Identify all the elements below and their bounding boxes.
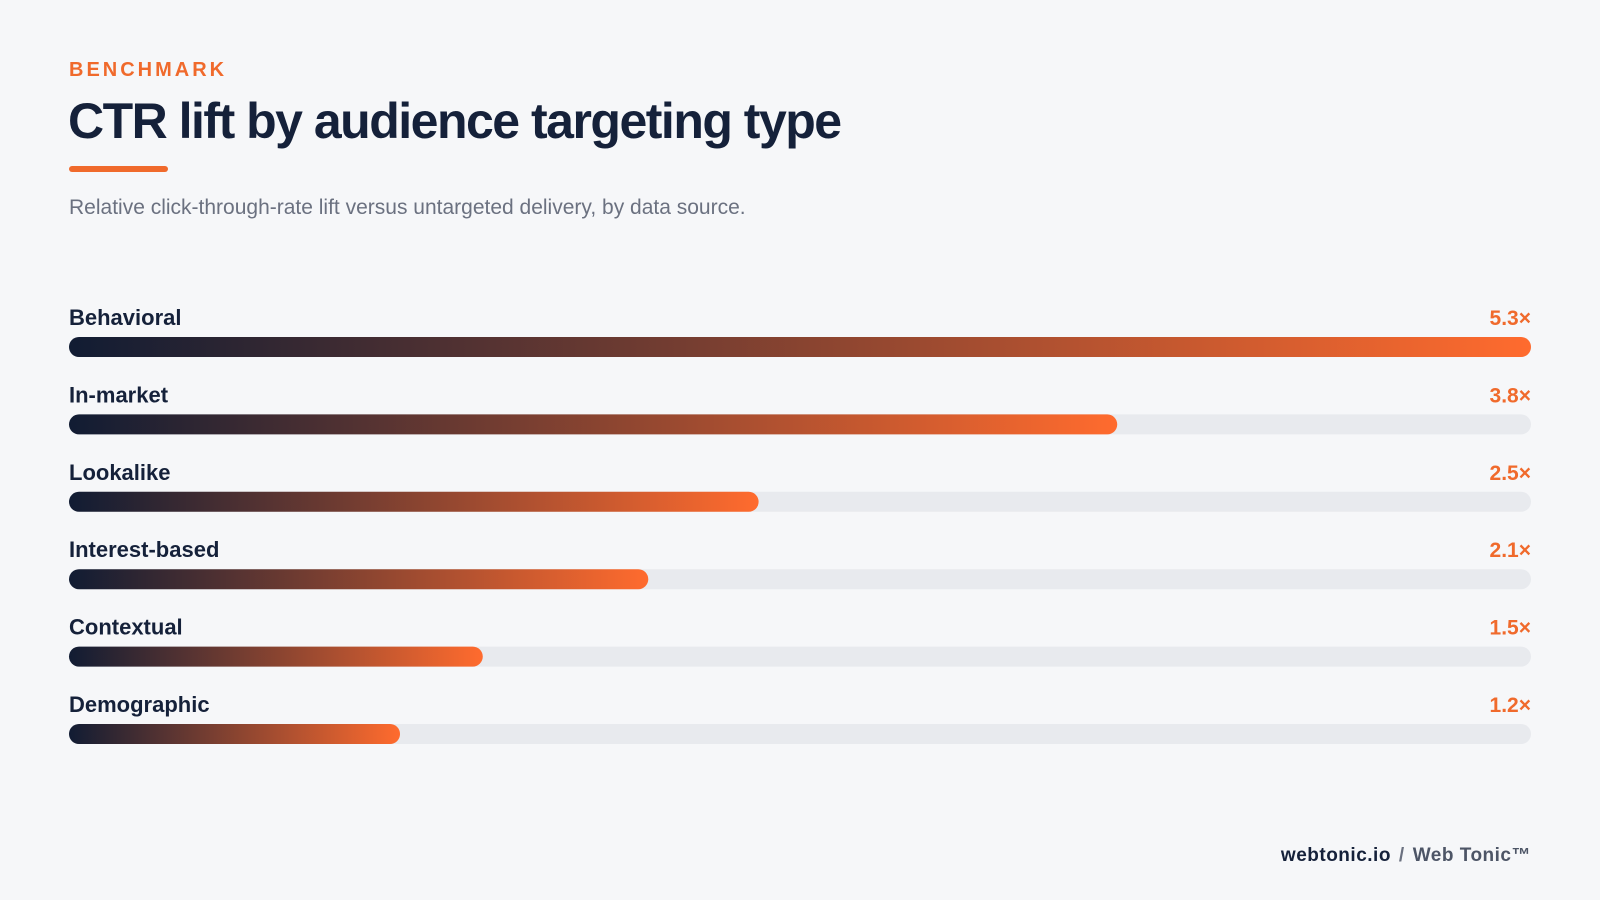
bar-label: Contextual	[69, 615, 183, 640]
bar	[69, 414, 1118, 435]
footer-credit: webtonic.io / Web Tonic™	[1281, 845, 1531, 867]
bar	[69, 491, 759, 512]
footer-separator: /	[1398, 845, 1405, 866]
bar-value-label: 5.3×	[1490, 307, 1531, 330]
title-underline	[69, 166, 168, 172]
bar	[69, 569, 649, 590]
bar-value-label: 2.1×	[1490, 539, 1531, 562]
bar	[69, 337, 1531, 357]
bar-label: Lookalike	[69, 460, 170, 485]
chart-subtitle: Relative click-through-rate lift versus …	[69, 196, 746, 219]
chart-title: CTR lift by audience targeting type	[68, 93, 842, 149]
bar	[69, 724, 401, 744]
bar-label: Demographic	[69, 692, 210, 717]
footer-domain: webtonic.io	[1280, 845, 1391, 866]
bar-value-label: 2.5×	[1490, 462, 1531, 485]
bar-value-label: 1.5×	[1490, 617, 1531, 640]
bar-track	[69, 724, 1531, 744]
bar-value-label: 1.2×	[1490, 694, 1531, 717]
footer-brand: Web Tonic™	[1412, 845, 1531, 866]
bar-label: Behavioral	[69, 305, 182, 330]
eyebrow-label: BENCHMARK	[69, 59, 228, 81]
bar	[69, 646, 483, 667]
bar-label: In-market	[69, 382, 169, 407]
bar-label: Interest-based	[69, 537, 219, 562]
bar-value-label: 3.8×	[1490, 384, 1531, 407]
